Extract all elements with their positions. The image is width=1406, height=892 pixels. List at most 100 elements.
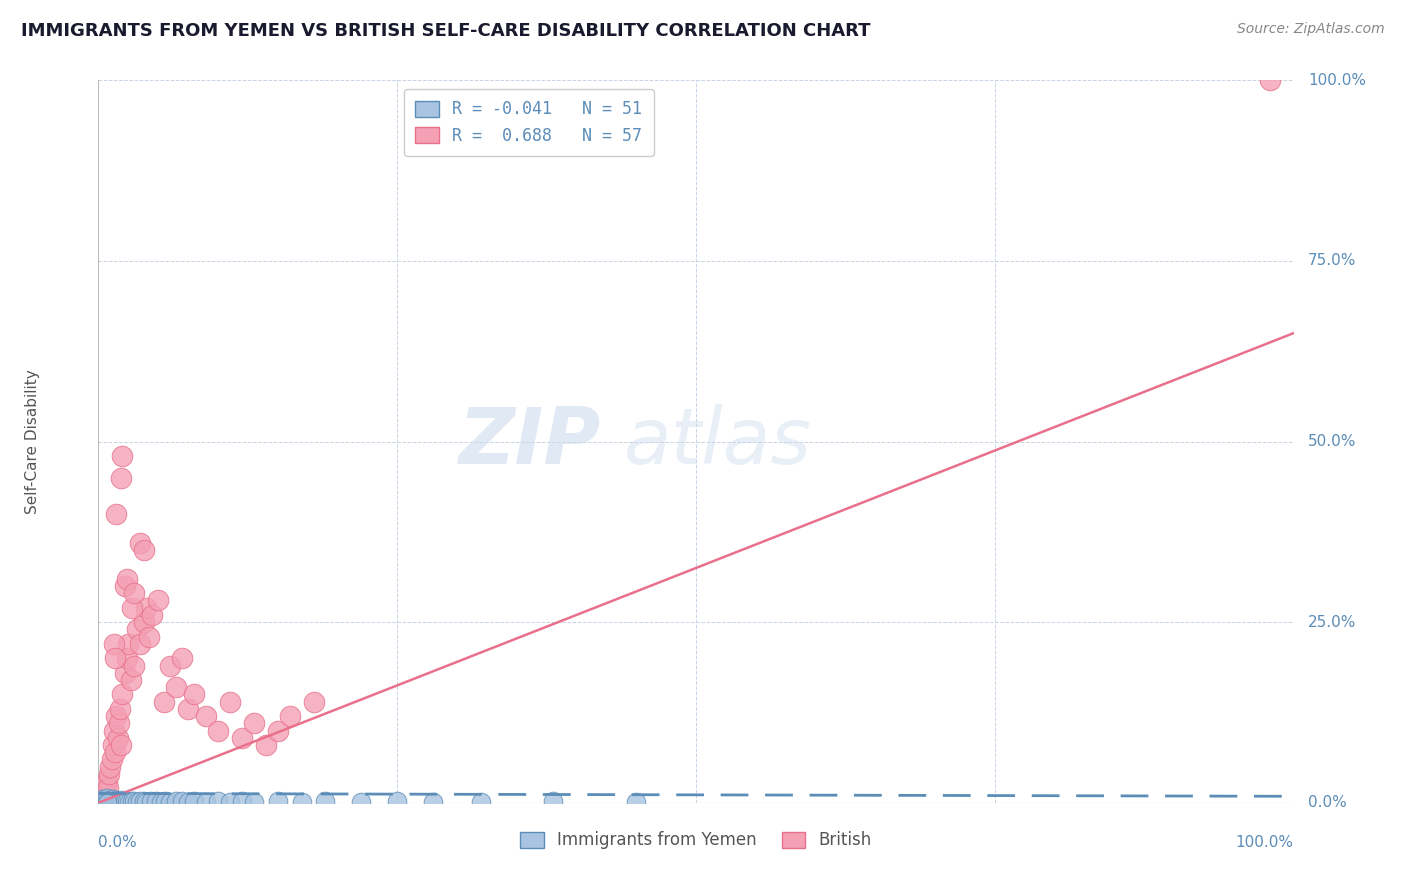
- Point: [98, 794, 122, 808]
- Text: 25.0%: 25.0%: [1308, 615, 1357, 630]
- Text: 75.0%: 75.0%: [1308, 253, 1357, 268]
- Text: 100.0%: 100.0%: [1236, 835, 1294, 850]
- Point: [91, 789, 114, 803]
- Point: [177, 795, 200, 809]
- Point: [278, 709, 301, 723]
- Point: [135, 795, 157, 809]
- Point: [93, 793, 115, 807]
- Point: [165, 680, 187, 694]
- Point: [120, 673, 142, 687]
- Point: [110, 738, 132, 752]
- Point: [100, 752, 122, 766]
- Point: [111, 793, 134, 807]
- Point: [195, 795, 218, 809]
- Point: [96, 774, 118, 789]
- Point: [111, 449, 134, 463]
- Point: [108, 702, 131, 716]
- Point: [104, 651, 127, 665]
- Point: [103, 794, 125, 808]
- Text: ZIP: ZIP: [458, 403, 600, 480]
- Point: [100, 794, 122, 808]
- Point: [159, 795, 181, 809]
- Point: [132, 542, 155, 557]
- Point: [139, 794, 162, 808]
- Point: [1258, 73, 1281, 87]
- Point: [104, 745, 127, 759]
- Point: [422, 795, 444, 809]
- Point: [231, 731, 253, 745]
- Point: [114, 665, 136, 680]
- Point: [291, 795, 314, 809]
- Point: [172, 651, 194, 665]
- Point: [231, 794, 253, 808]
- Point: [183, 794, 205, 808]
- Point: [98, 767, 121, 781]
- Point: [124, 586, 146, 600]
- Point: [94, 778, 117, 792]
- Point: [159, 658, 181, 673]
- Point: [101, 792, 124, 806]
- Point: [132, 794, 155, 808]
- Point: [91, 781, 114, 796]
- Point: [138, 630, 160, 644]
- Point: [183, 687, 205, 701]
- Point: [149, 795, 172, 809]
- Text: Source: ZipAtlas.com: Source: ZipAtlas.com: [1237, 22, 1385, 37]
- Point: [91, 792, 114, 806]
- Point: [541, 794, 564, 808]
- Point: [132, 615, 155, 630]
- Point: [207, 794, 229, 808]
- Point: [110, 794, 132, 808]
- Point: [97, 795, 120, 809]
- Point: [96, 796, 118, 810]
- Point: [107, 731, 129, 745]
- Point: [103, 637, 125, 651]
- Point: [124, 658, 146, 673]
- Text: Self-Care Disability: Self-Care Disability: [25, 369, 41, 514]
- Point: [125, 795, 148, 809]
- Point: [165, 794, 187, 808]
- Point: [195, 709, 218, 723]
- Point: [110, 470, 132, 484]
- Text: 100.0%: 100.0%: [1308, 73, 1365, 87]
- Point: [114, 579, 136, 593]
- Point: [96, 791, 118, 805]
- Point: [117, 637, 139, 651]
- Point: [148, 593, 170, 607]
- Point: [114, 794, 136, 808]
- Point: [385, 794, 409, 808]
- Point: [267, 794, 290, 808]
- Point: [105, 709, 128, 723]
- Point: [93, 785, 115, 799]
- Point: [219, 695, 242, 709]
- Point: [91, 794, 114, 808]
- Point: [107, 716, 129, 731]
- Point: [115, 572, 138, 586]
- Point: [97, 781, 120, 796]
- Point: [145, 794, 167, 808]
- Point: [121, 794, 143, 808]
- Point: [107, 794, 129, 808]
- Point: [129, 794, 152, 808]
- Text: 0.0%: 0.0%: [1308, 796, 1347, 810]
- Point: [129, 535, 152, 549]
- Point: [172, 794, 194, 808]
- Legend: Immigrants from Yemen, British: Immigrants from Yemen, British: [510, 822, 882, 860]
- Point: [243, 795, 266, 809]
- Point: [121, 600, 143, 615]
- Text: 0.0%: 0.0%: [98, 835, 138, 850]
- Point: [103, 723, 125, 738]
- Point: [219, 795, 242, 809]
- Point: [254, 738, 277, 752]
- Point: [177, 702, 200, 716]
- Point: [115, 651, 138, 665]
- Point: [135, 600, 157, 615]
- Point: [94, 794, 117, 808]
- Point: [129, 637, 152, 651]
- Point: [115, 794, 138, 808]
- Point: [98, 793, 121, 807]
- Point: [124, 794, 146, 808]
- Point: [626, 795, 648, 809]
- Point: [101, 738, 124, 752]
- Text: IMMIGRANTS FROM YEMEN VS BRITISH SELF-CARE DISABILITY CORRELATION CHART: IMMIGRANTS FROM YEMEN VS BRITISH SELF-CA…: [21, 22, 870, 40]
